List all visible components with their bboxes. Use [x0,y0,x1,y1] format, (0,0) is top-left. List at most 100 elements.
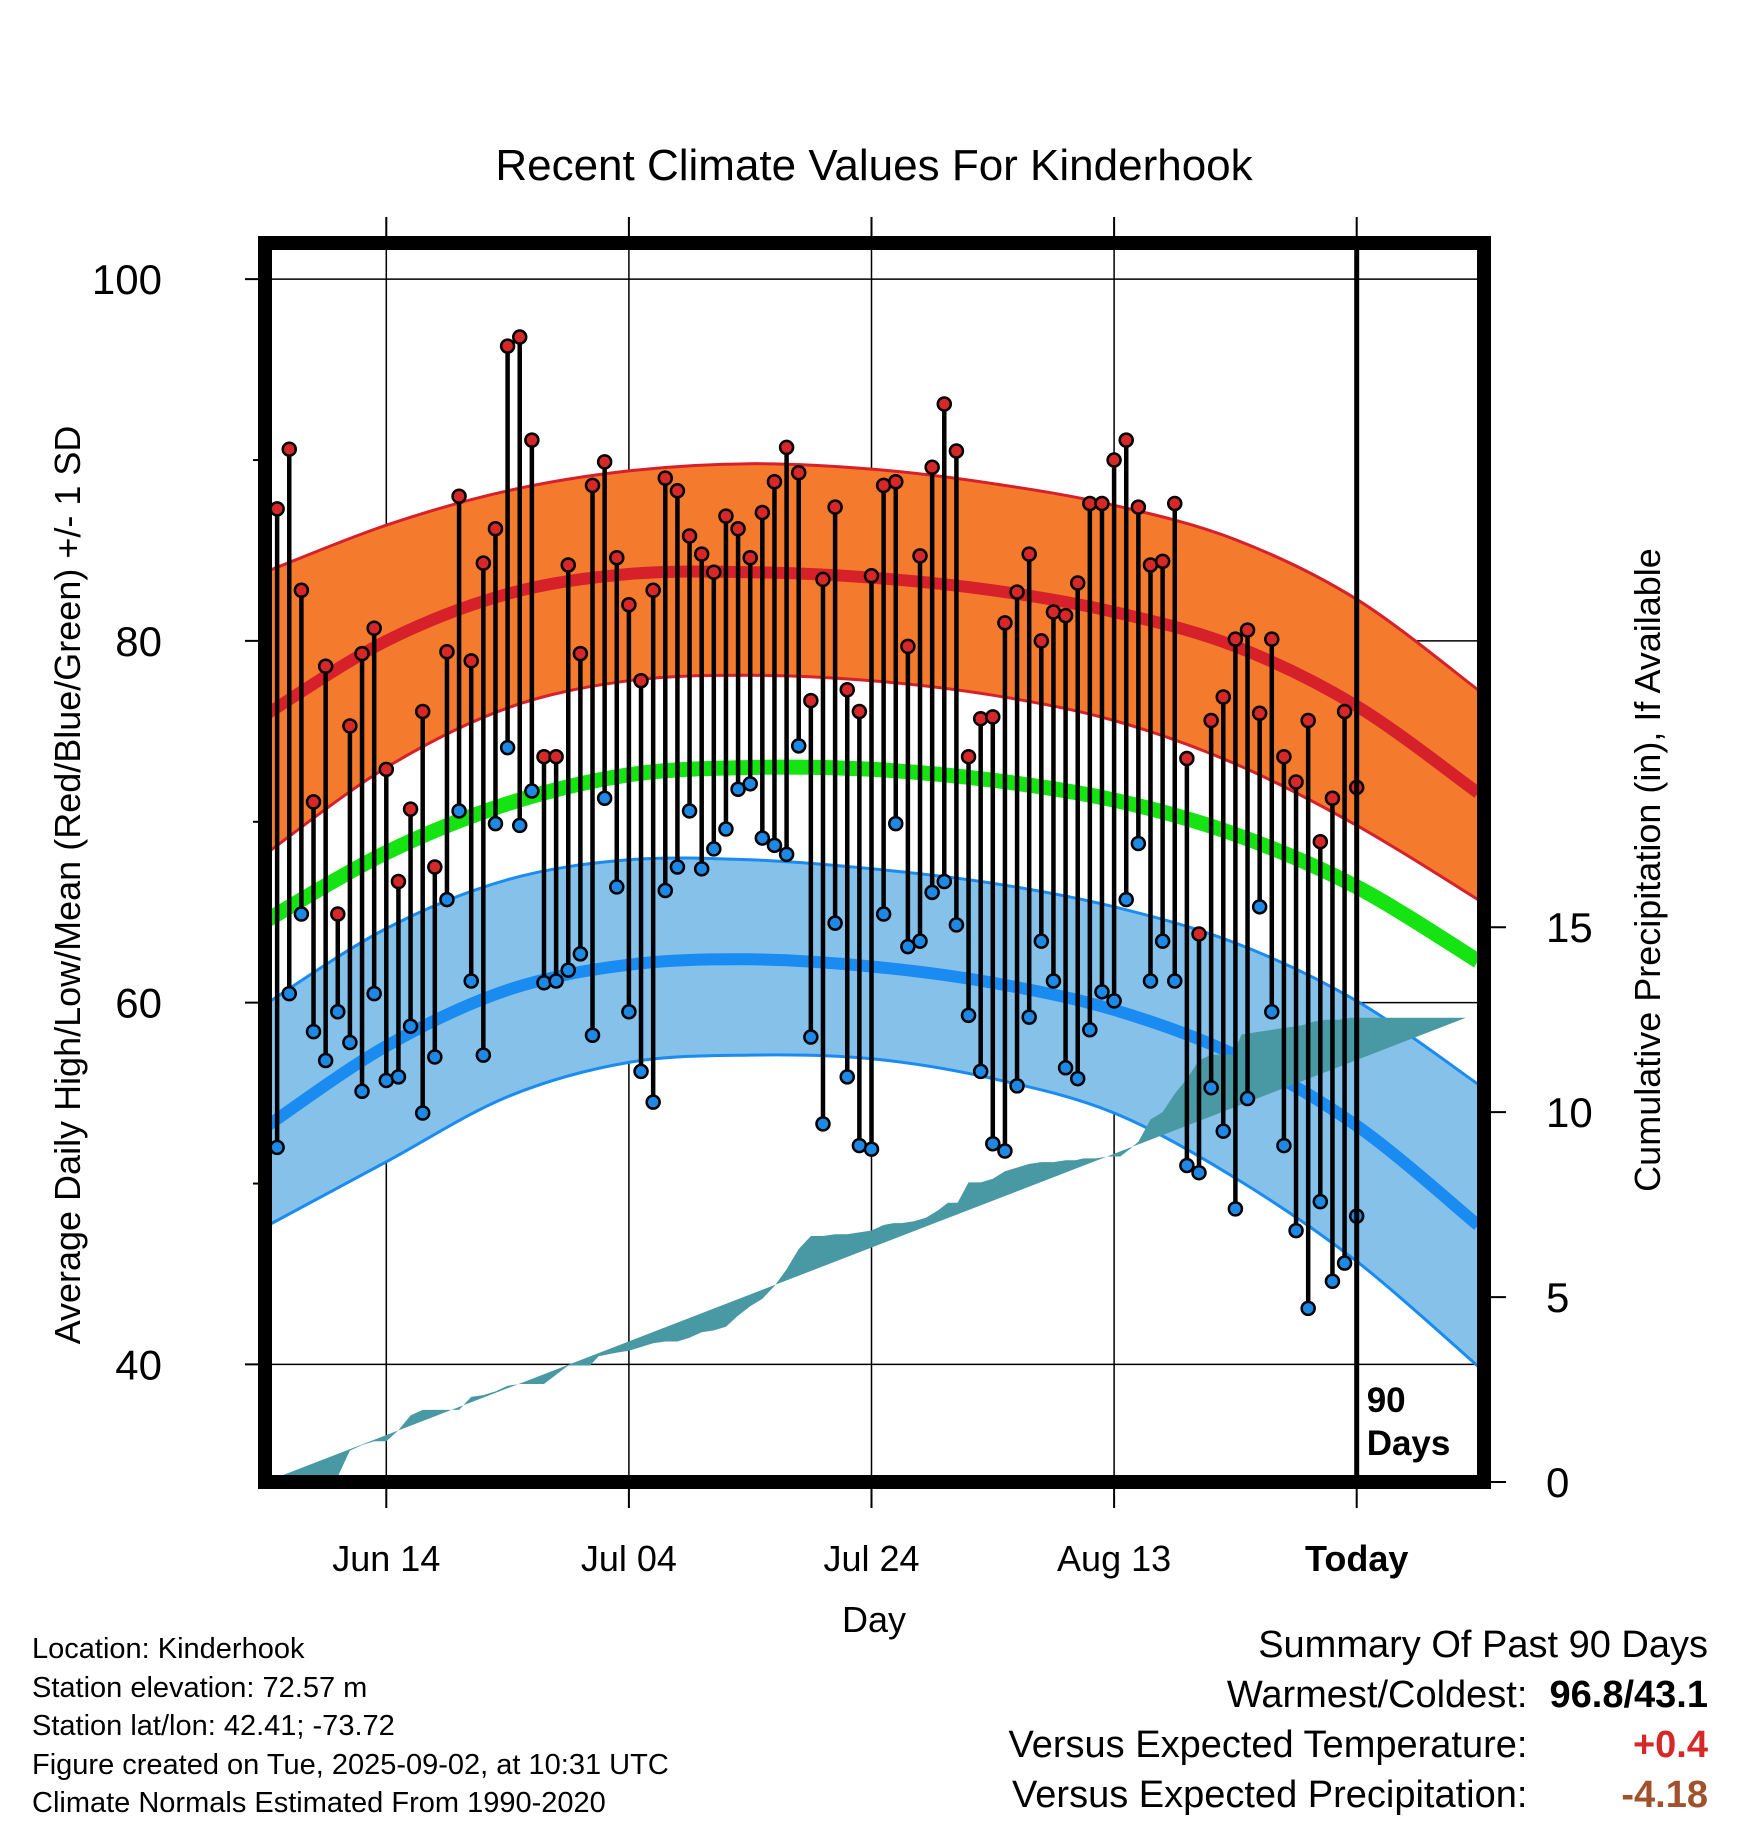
location-line: Location: Kinderhook [32,1633,305,1665]
high-temp-point [524,432,540,448]
high-temp-point [621,597,637,613]
low-temp-point [875,906,892,922]
precip-tick-label: 10 [1546,1089,1593,1136]
high-temp-point [342,718,358,734]
high-temp-point [972,710,989,727]
low-temp-point [451,803,467,819]
today-marker-label: 90 [1367,1381,1406,1420]
high-temp-point [511,329,528,345]
x-axis-label: Day [842,1599,906,1640]
x-tick-label: Jul 24 [823,1538,919,1579]
low-temp-point [948,917,965,933]
high-temp-point [754,504,771,521]
high-temp-point [778,439,795,456]
low-temp-point [354,1083,370,1100]
low-temp-point [693,861,710,877]
high-temp-point [1276,748,1292,765]
low-temp-point [1033,933,1050,949]
low-temp-point [499,739,516,756]
low-temp-point [1130,835,1147,852]
summary-heading: Summary Of Past 90 Days [1258,1624,1708,1666]
low-temp-point [621,1003,637,1020]
low-temp-point [330,1003,346,1020]
low-temp-point [1336,1255,1353,1271]
low-temp-point [645,1094,661,1110]
low-temp-point [584,1027,601,1043]
low-temp-point [1312,1193,1329,1210]
low-temp-point [766,837,783,854]
high-temp-point [317,658,334,674]
high-temp-point [1021,546,1037,562]
precip-anomaly-label: Versus Expected Precipitation: [1012,1774,1528,1816]
low-temp-point [572,946,589,962]
plot-border [258,236,1491,1489]
latlon-line: Station lat/lon: 42.41; -73.72 [32,1710,395,1742]
low-temp-point [718,821,734,837]
daily-points [269,329,1365,1317]
high-temp-point [1009,584,1025,600]
precip-tick-label: 15 [1546,904,1593,951]
low-temp-point [390,1069,407,1085]
high-temp-point [790,464,807,481]
low-temp-point [1227,1201,1244,1217]
low-temp-point [596,790,613,807]
high-temp-point [1191,926,1207,942]
high-temp-point [803,692,819,709]
low-temp-point [1179,1157,1195,1174]
low-temp-point [317,1052,334,1069]
low-temp-point [1057,1060,1074,1076]
high-temp-point [657,470,674,486]
high-temp-point [1324,790,1341,807]
high-temp-point [912,548,928,564]
low-temp-point [402,1018,419,1034]
high-temp-point [475,555,492,571]
summary-temperature: Versus Expected Temperature: +0.4 [1009,1720,1708,1770]
high-temp-point [1179,750,1195,767]
low-temp-point [293,906,310,922]
high-temp-point [924,459,940,476]
low-temp-point [1264,1003,1280,1020]
low-temp-point [269,1139,285,1156]
high-temp-point [985,709,1001,725]
high-temp-point [730,521,746,537]
y-axis-label-right: Cumulative Precipitation (in), If Availa… [1627,548,1668,1192]
high-temp-point [1300,712,1316,729]
high-temp-point [766,474,783,490]
high-temp-point [1203,712,1219,729]
low-temp-point [524,783,540,799]
low-temp-point [960,1007,977,1024]
low-temp-point [511,817,528,834]
high-temp-point [1130,499,1147,515]
low-temp-point [681,803,698,819]
high-temp-point [1033,633,1050,649]
high-temp-point [633,672,649,689]
low-temp-point [1300,1300,1316,1317]
plot-frame: 90 Days [258,236,1491,1489]
high-temp-point [827,499,843,515]
y-tick-label: 80 [115,618,162,665]
low-temp-point [366,985,382,1002]
low-temp-point [778,846,795,863]
low-temp-point [1203,1079,1219,1096]
low-temp-point [936,873,953,890]
high-temp-point [378,761,395,778]
high-temp-point [427,859,443,875]
high-temp-point [330,906,346,922]
normals-line: Climate Normals Estimated From 1990-2020 [32,1787,606,1819]
low-temp-point [560,962,576,978]
low-temp-point [924,884,940,901]
low-temp-point [863,1141,880,1157]
chart-title: Recent Climate Values For Kinderhook [495,141,1253,190]
high-temp-point [560,557,576,573]
low-temp-point [1324,1273,1341,1289]
warmest-coldest-label: Warmest/Coldest: [1226,1674,1528,1716]
high-temp-point [815,571,831,588]
low-temp-point [1154,933,1171,949]
high-temp-point [839,682,855,698]
high-temp-point [548,748,564,765]
high-temp-point [281,441,298,457]
high-temp-point [451,488,467,504]
high-temp-point [390,873,407,890]
low-temp-point [1288,1222,1304,1239]
high-temp-point [1312,833,1329,850]
